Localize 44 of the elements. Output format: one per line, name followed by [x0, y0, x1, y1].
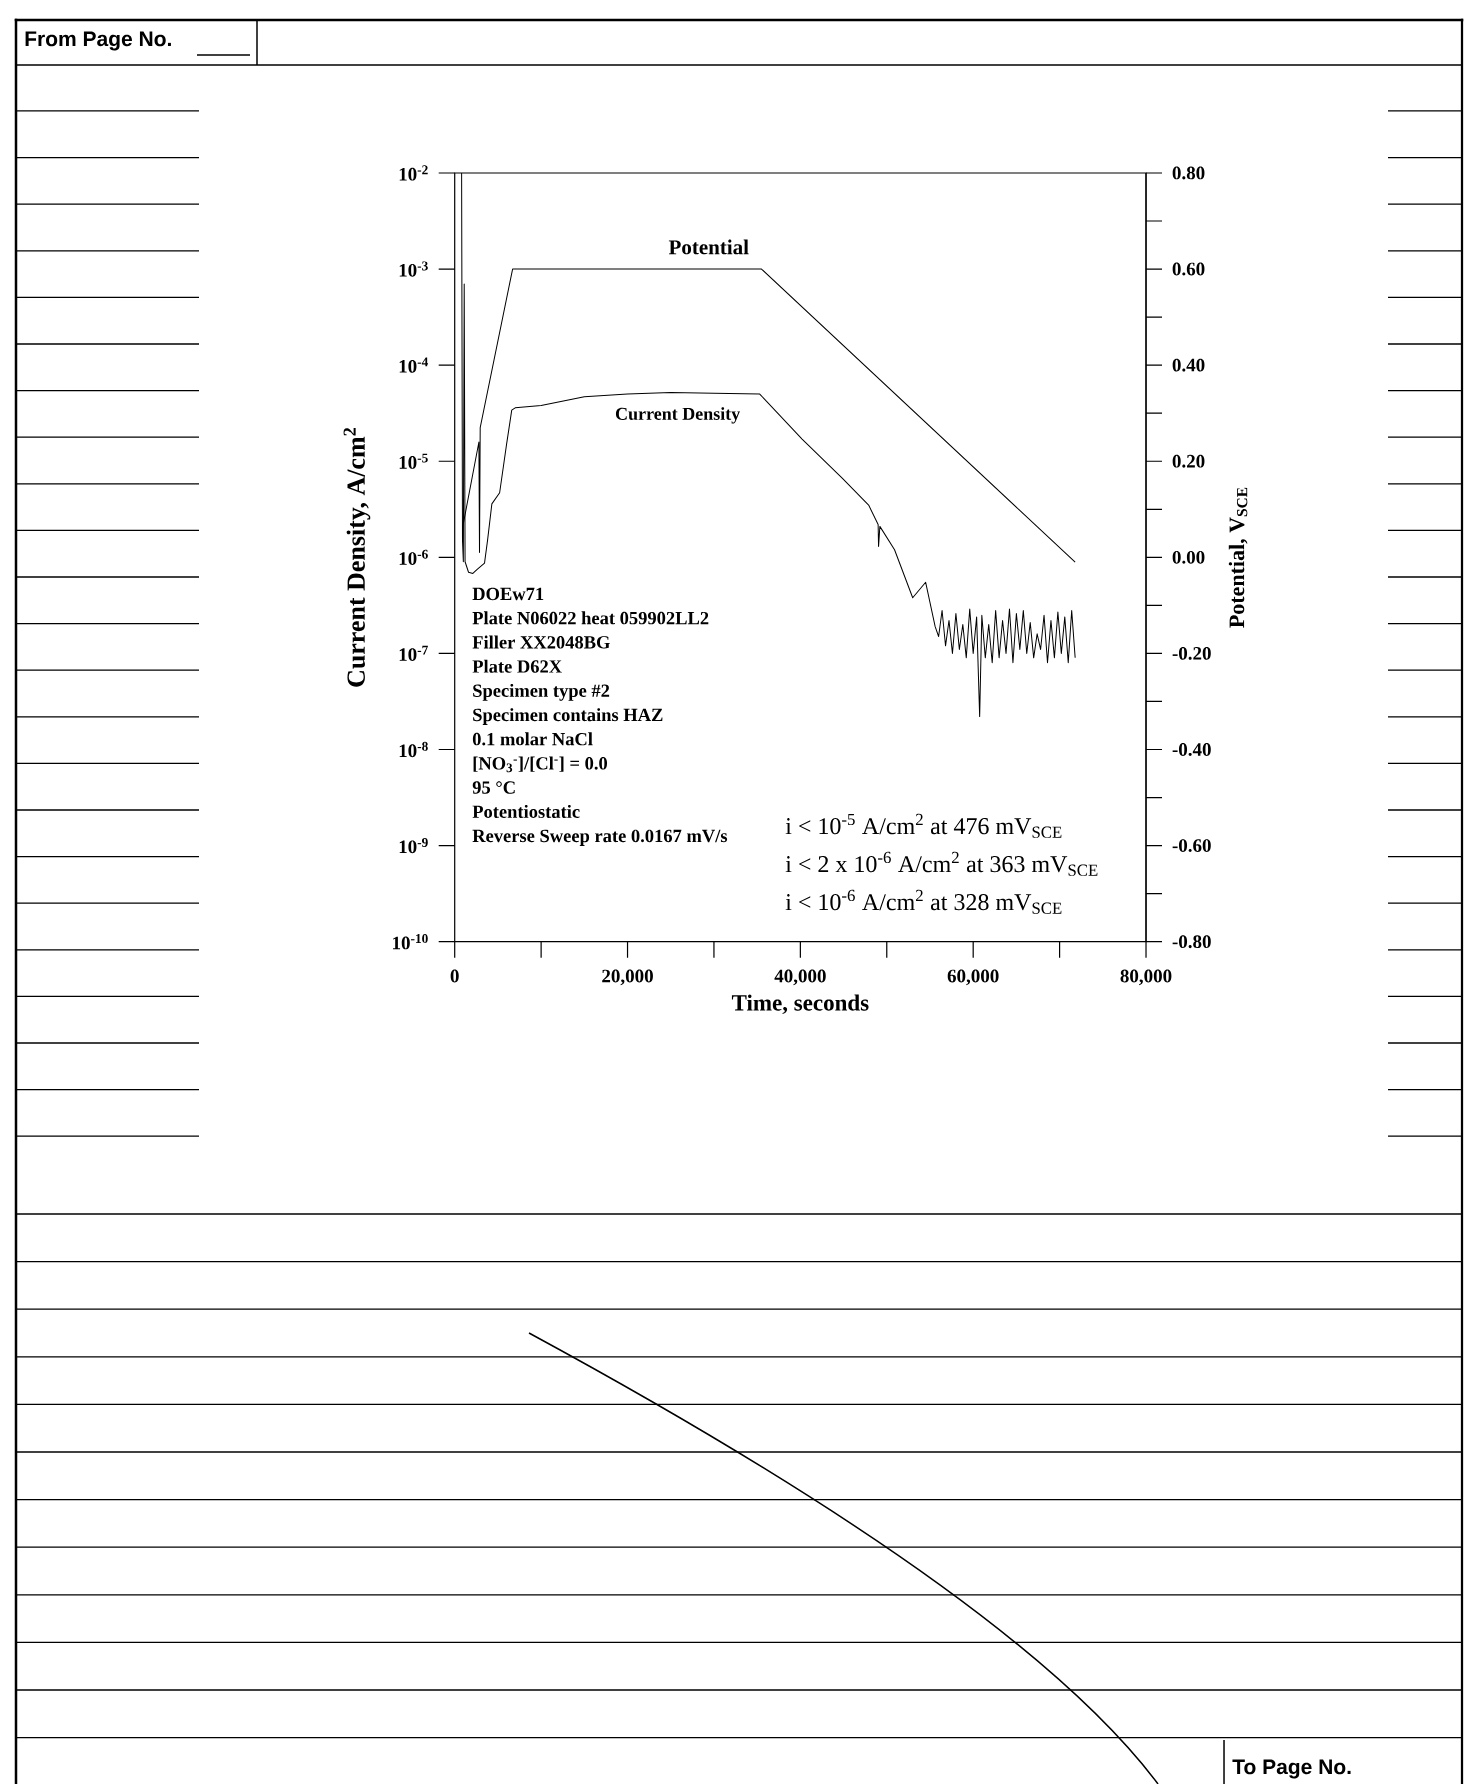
y-tick-label: 10$^{-9}$: [399, 837, 428, 854]
series-label: Potential: [668, 239, 749, 255]
annotation: Plate D62X: [472, 659, 562, 673]
y-tick-label: 10$^{-7}$: [399, 645, 428, 662]
y2-tick-label: 0.60: [1172, 262, 1205, 276]
y2-tick-label: 0.00: [1172, 550, 1205, 564]
annotation: DOEw71: [472, 587, 544, 601]
y2-tick-label: -0.20: [1172, 646, 1211, 660]
y-tick-label: 10$^{-2}$: [399, 165, 428, 181]
x-tick-label: 40,000: [774, 969, 826, 986]
text: To Page No.: [1232, 1759, 1351, 1779]
y-tick-label: 10$^{-4}$: [399, 357, 429, 373]
y2-tick-label: -0.60: [1172, 839, 1211, 853]
annotation: Reverse Sweep rate 0.0167 mV/s: [472, 829, 728, 846]
annotation: i < 10$^{-6}$ A/cm$^{2}$ at 328 mV$_{SCE}$: [785, 889, 1062, 914]
y2-tick-label: 0.20: [1172, 454, 1205, 468]
y-tick-label: 10$^{-3}$: [399, 261, 428, 277]
y-tick-label: 10$^{-8}$: [399, 741, 428, 758]
annotation: Specimen type #2: [473, 683, 610, 701]
x-tick-label: 60,000: [947, 969, 999, 986]
annotation: 95 °C: [472, 781, 515, 794]
y2-tick-label: -0.80: [1172, 935, 1211, 949]
annotation: Potentiostatic: [472, 804, 580, 818]
y2-tick-label: 0.80: [1172, 166, 1205, 180]
annotation: Filler XX2048BG: [472, 635, 610, 649]
y2-axis-title: Potential, V$_{SCE}$: [1228, 487, 1248, 628]
x-tick-label: 0: [450, 969, 459, 983]
text: From Page No.: [25, 31, 171, 51]
y-axis-title: Current Density, A/cm$^{2}$: [343, 428, 371, 687]
annotation: i < 10$^{-5}$ A/cm$^{2}$ at 476 mV$_{SCE}$: [785, 813, 1062, 838]
annotation: i < 2 x 10$^{-6}$ A/cm$^{2}$ at 363 mV$_{SCE}$: [785, 851, 1098, 876]
y2-tick-label: 0.40: [1172, 358, 1205, 372]
y2-tick-label: -0.40: [1172, 743, 1211, 756]
y-tick-label: 10$^{-10}$: [393, 934, 428, 950]
annotation: [NO$_{3}$$^{-}$]/[Cl$^{-}$] = 0.0: [473, 756, 608, 773]
x-axis-title: Time, seconds: [731, 994, 869, 1014]
annotation: 0.1 molar NaCl: [472, 732, 593, 746]
x-tick-label: 20,000: [602, 969, 653, 986]
annotation: Specimen contains HAZ: [473, 708, 663, 725]
series-label: Current Density: [615, 407, 741, 424]
y-tick-label: 10$^{-6}$: [399, 549, 428, 565]
x-tick-label: 80,000: [1120, 969, 1172, 986]
y-tick-label: 10$^{-5}$: [399, 453, 428, 469]
annotation: Plate N06022 heat 059902LL2: [472, 611, 709, 625]
